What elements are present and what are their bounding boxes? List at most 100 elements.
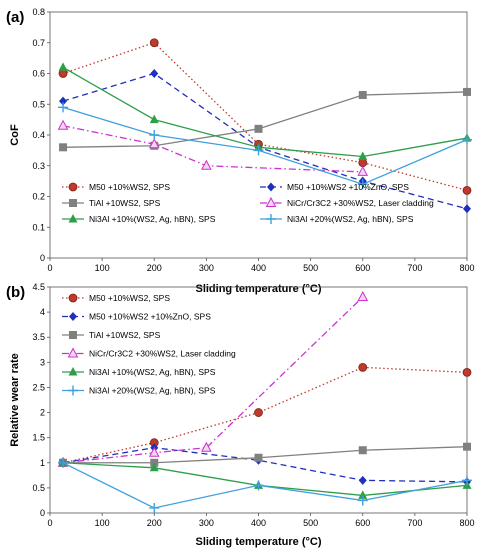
y-tick-label: 0.5: [32, 99, 45, 109]
data-point: [149, 114, 159, 124]
data-point: [463, 87, 471, 96]
legend-item: NiCr/Cr3C2 +30%WS2, Laser cladding: [260, 196, 434, 208]
data-point: [254, 408, 263, 417]
y-tick-label: 0.7: [32, 38, 45, 48]
data-point: [254, 453, 263, 462]
data-point: [58, 62, 68, 71]
x-tick-label: 500: [303, 518, 318, 528]
series-4: [58, 457, 472, 499]
y-tick-label: 3: [40, 357, 45, 367]
data-point: [358, 362, 368, 372]
chart-panel-b: (b) 0 100 200 300 400 500 600 700 800 0 0.5 1 1.5 2 2.5…: [6, 282, 475, 548]
legend-item: M50 +10%WS2, SPS: [62, 293, 170, 303]
x-tick-label: 600: [355, 263, 370, 273]
legend-item: TiAl +10WS2, SPS: [62, 330, 161, 340]
legend-item: M50 +10%WS2 +10%ZnO, SPS: [62, 312, 211, 322]
x-tick-label: 300: [199, 518, 214, 528]
data-point: [358, 446, 367, 455]
y-tick-label: 1.5: [32, 433, 45, 443]
series-2: [59, 87, 471, 152]
x-axis-title: Sliding temperature (°C): [195, 283, 321, 295]
x-tick-label: 200: [147, 263, 162, 273]
data-point: [201, 159, 212, 170]
data-point: [201, 441, 212, 452]
y-tick-label: 2: [40, 408, 45, 418]
series-line: [63, 446, 468, 464]
legend-item: TiAl +10WS2, SPS: [62, 198, 161, 208]
data-point: [462, 134, 472, 145]
x-tick-label: 700: [407, 263, 422, 273]
legend-label: NiCr/Cr3C2 +30%WS2, Laser cladding: [89, 349, 236, 359]
data-point: [58, 102, 69, 113]
legend-label: M50 +10%WS2, SPS: [89, 293, 170, 303]
legend-label: M50 +10%WS2, SPS: [89, 182, 170, 192]
data-point: [149, 130, 160, 140]
y-tick-label: 0.6: [32, 69, 45, 79]
legend-swatch-marker: [69, 199, 77, 207]
legend-swatch-marker: [68, 182, 78, 192]
data-point: [148, 138, 160, 149]
data-point: [462, 367, 472, 377]
panel-label: (b): [6, 284, 25, 301]
x-tick-label: 400: [251, 518, 266, 528]
legend-swatch-marker: [68, 367, 78, 376]
data-point: [149, 502, 160, 513]
data-point: [358, 151, 368, 161]
x-tick-label: 300: [199, 263, 214, 273]
legend-swatch-marker: [69, 331, 77, 339]
series-line: [62, 447, 468, 483]
y-tick-label: 0.8: [32, 7, 45, 17]
data-point: [150, 69, 159, 78]
x-tick-label: 400: [251, 263, 266, 273]
x-tick-label: 200: [147, 518, 162, 528]
y-tick-label: 0.2: [32, 192, 45, 202]
legend: M50 +10%WS2, SPS M50 +10%WS2 +10%ZnO, SPS…: [62, 293, 236, 396]
y-axis-title: Relative wear rate: [9, 353, 21, 447]
y-tick-label: 0.3: [32, 161, 45, 171]
series-0: [58, 362, 472, 468]
y-tick-label: 4: [40, 307, 45, 317]
legend-swatch-marker: [68, 214, 78, 223]
series-line: [62, 125, 363, 173]
y-tick-label: 4.5: [32, 282, 45, 292]
series-5: [58, 102, 472, 190]
y-tick-label: 0.4: [32, 130, 45, 140]
x-tick-label: 500: [303, 263, 318, 273]
y-axis-title: CoF: [9, 124, 21, 146]
data-point: [357, 165, 369, 176]
legend-item: M50 +10%WS2 +10%ZnO, SPS: [260, 182, 409, 192]
data-point: [149, 38, 159, 48]
data-point: [150, 458, 159, 467]
data-point: [358, 91, 367, 100]
panel-label: (a): [6, 9, 24, 26]
y-tick-label: 1: [40, 458, 45, 468]
legend-label: Ni3Al +20%(WS2, Ag, hBN), SPS: [287, 214, 414, 224]
series-5: [58, 457, 472, 513]
series-line: [63, 91, 468, 148]
data-point: [59, 96, 68, 106]
series-0: [58, 38, 472, 195]
x-tick-label: 800: [459, 518, 474, 528]
chart-panel-a: (a) 0 100 200 300 400 500 600 700 800 0 0.1 0.2 0.3 0.…: [6, 7, 475, 295]
legend-item: Ni3Al +10%(WS2, Ag, hBN), SPS: [62, 367, 216, 377]
data-point: [462, 475, 472, 486]
series-line: [62, 462, 468, 497]
series-line: [62, 66, 468, 158]
series-3: [57, 119, 369, 176]
legend-label: M50 +10%WS2 +10%ZnO, SPS: [287, 182, 409, 192]
y-tick-label: 0.5: [32, 483, 45, 493]
data-point: [463, 204, 471, 214]
legend-swatch-marker: [266, 214, 276, 224]
data-point: [58, 457, 69, 468]
legend-swatch-marker: [265, 196, 277, 207]
series-line: [62, 296, 364, 464]
y-tick-label: 3.5: [32, 332, 45, 342]
y-tick-label: 0.1: [32, 222, 45, 232]
legend-swatch-marker: [267, 182, 275, 192]
legend-swatch-marker: [67, 347, 79, 358]
data-point: [253, 480, 264, 491]
data-point: [358, 490, 368, 499]
x-tick-label: 100: [95, 263, 110, 273]
series-1: [59, 443, 471, 487]
legend-item: NiCr/Cr3C2 +30%WS2, Laser cladding: [62, 347, 236, 359]
